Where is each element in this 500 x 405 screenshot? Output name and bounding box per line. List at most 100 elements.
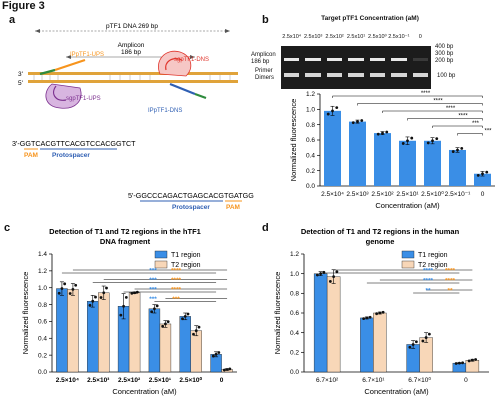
data-point <box>211 354 215 358</box>
ups-primer-tail <box>39 68 56 76</box>
panel-letter-a: a <box>9 14 16 26</box>
y-tick-label: 1.2 <box>290 251 299 258</box>
data-point <box>166 320 170 323</box>
chart-c: Detection of T1 and T2 regions in the hT… <box>21 227 237 396</box>
data-point <box>155 304 159 308</box>
gel-lane-label: 2.5x10⁻¹ <box>388 34 410 40</box>
gel-primer-dimer-band <box>348 73 364 77</box>
y-tick-label: 0.4 <box>306 153 315 160</box>
y-tick-label: 1.0 <box>290 271 299 278</box>
bar <box>374 133 391 186</box>
chart-title: Detection of T1 and T2 regions in the hT… <box>49 227 201 236</box>
significance-label: *** <box>484 129 492 135</box>
bar <box>56 288 68 373</box>
dna-strand-top <box>28 72 238 75</box>
data-point <box>57 291 61 295</box>
data-point <box>474 358 478 361</box>
significance-label: **** <box>458 114 468 120</box>
bar <box>98 292 110 373</box>
data-point <box>368 315 372 319</box>
panel-letter-b: b <box>262 14 269 26</box>
data-point <box>332 275 336 279</box>
seq-bottom-protospacer-label: Protospacer <box>172 204 210 211</box>
legend-swatch <box>401 260 415 269</box>
y-tick-label: 1.4 <box>38 251 47 258</box>
legend-swatch <box>154 250 168 259</box>
x-tick-label: 2.5×10⁴ <box>56 377 79 384</box>
x-tick-label: 2.5×10² <box>371 191 394 198</box>
significance-label-t1: **** <box>423 268 434 275</box>
data-point <box>161 324 165 328</box>
data-point <box>181 317 184 321</box>
gel-amplicon-label: Amplicon 186 bp <box>251 52 276 65</box>
gel-title: Target pTF1 Concentration (aM) <box>321 15 419 22</box>
gel-amplicon-band <box>284 58 300 61</box>
gel-primer-dimer-band <box>305 73 321 77</box>
data-point <box>365 316 369 320</box>
bar <box>159 323 172 373</box>
data-point <box>164 322 167 326</box>
significance-label-t2: **** <box>445 268 456 275</box>
x-tick-label: 6.7×10¹ <box>362 377 385 384</box>
gel-lane-label: 2.5x10⁰ <box>368 34 387 40</box>
y-tick-label: 1.0 <box>38 285 47 292</box>
y-tick-label: 0.8 <box>306 122 315 129</box>
data-point <box>328 280 332 283</box>
bar <box>465 359 480 373</box>
y-tick-label: 0.0 <box>290 369 299 376</box>
ups-primer <box>54 58 86 72</box>
significance-label-t2: *** <box>172 296 180 303</box>
significance-label-t1: *** <box>149 296 157 303</box>
significance-label-t2: **** <box>445 278 456 285</box>
gel-primer-dimer-band <box>391 73 407 77</box>
chart-d: Detection of T1 and T2 regions in the hu… <box>273 227 489 396</box>
data-point <box>351 121 355 125</box>
data-point <box>214 352 218 356</box>
data-point <box>183 314 187 318</box>
data-point <box>376 132 380 136</box>
data-point <box>331 109 334 113</box>
data-point <box>119 313 123 317</box>
marker-200: 200 bp <box>435 58 454 64</box>
data-point <box>222 368 226 372</box>
bar <box>349 121 366 186</box>
y-tick-label: 0.2 <box>290 350 299 357</box>
dna-rungs <box>33 75 231 80</box>
significance-label-t2: **** <box>171 287 182 294</box>
x-tick-label: 0 <box>464 377 468 384</box>
significance-label-t1: *** <box>149 287 157 294</box>
bar <box>313 273 328 373</box>
data-point <box>150 310 154 314</box>
x-tick-label: 6.7×10² <box>316 377 339 384</box>
y-tick-label: 0.0 <box>306 183 315 190</box>
x-axis-label: Concentration (aM) <box>364 387 429 396</box>
bar <box>373 312 387 373</box>
bar <box>67 289 79 373</box>
data-point <box>130 291 134 295</box>
x-tick-label: 2.5×10³ <box>87 377 110 384</box>
bar <box>87 300 99 373</box>
ip-dns-label: IPpTF1-DNS <box>148 108 182 114</box>
y-tick-label: 1.2 <box>38 268 47 275</box>
data-point <box>153 307 156 311</box>
y-tick-label: 0.4 <box>290 330 299 337</box>
significance-label-t2: ** <box>447 288 453 295</box>
chart-title: genome <box>366 237 395 246</box>
data-point <box>335 270 339 274</box>
y-tick-label: 0.2 <box>306 168 315 175</box>
data-point <box>406 139 409 143</box>
data-point <box>192 332 195 336</box>
amplicon-label: Amplicon <box>118 42 145 49</box>
significance-label-t2: **** <box>171 268 182 275</box>
dns-primer-tail <box>194 92 207 100</box>
x-tick-label: 2.5×10² <box>118 377 141 384</box>
data-point <box>385 130 389 134</box>
bar <box>424 140 441 186</box>
x-tick-label: 2.5×10³ <box>346 191 369 198</box>
chart-title: DNA fragment <box>100 237 151 246</box>
significance-label-t1: ** <box>425 288 431 295</box>
strand-3prime-label: 3' <box>18 71 23 78</box>
bar <box>449 149 466 186</box>
gel-primer-dimer-label: Primer Dimers <box>255 68 274 81</box>
panel-letter-c: c <box>4 222 11 234</box>
